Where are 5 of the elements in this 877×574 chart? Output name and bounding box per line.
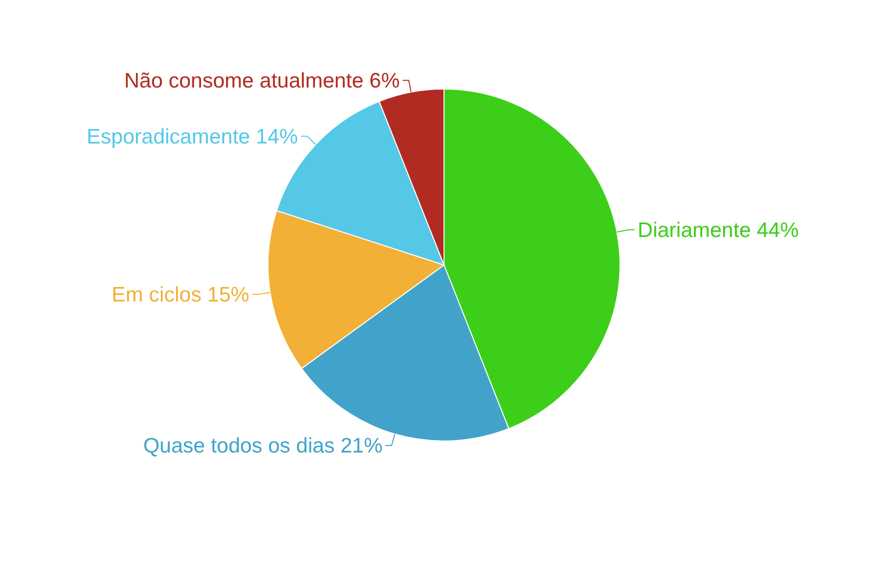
- slice-label: Diariamente 44%: [638, 218, 799, 242]
- slice-label: Quase todos os dias 21%: [143, 434, 383, 458]
- slice-label: Não consome atualmente 6%: [124, 69, 400, 92]
- slice-label: Em ciclos 15%: [112, 283, 250, 306]
- slice-label: Esporadicamente 14%: [86, 125, 298, 148]
